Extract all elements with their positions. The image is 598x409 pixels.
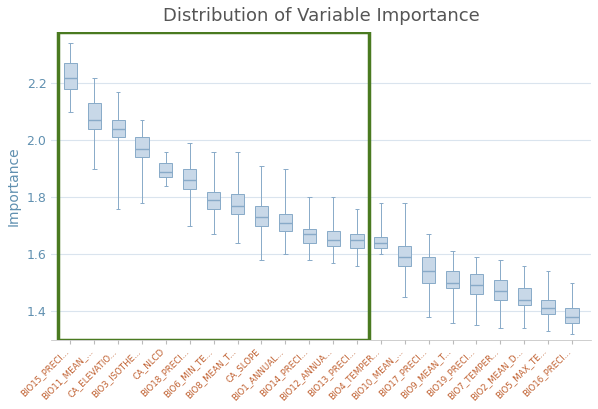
Bar (303, 229, 316, 243)
Bar (542, 300, 554, 314)
Bar (374, 237, 388, 249)
Bar (183, 169, 196, 189)
Bar (422, 257, 435, 283)
Bar (398, 246, 411, 265)
Bar (135, 137, 148, 157)
Bar (88, 103, 101, 129)
Bar (112, 120, 125, 137)
Bar (279, 214, 292, 231)
Bar (518, 288, 531, 306)
Bar (159, 163, 172, 177)
Bar (64, 63, 77, 89)
Bar (470, 274, 483, 294)
Bar (327, 231, 340, 246)
Bar (350, 234, 364, 249)
Title: Distribution of Variable Importance: Distribution of Variable Importance (163, 7, 480, 25)
Bar (207, 191, 220, 209)
Bar (565, 308, 578, 323)
Bar (494, 280, 507, 300)
Y-axis label: Importance: Importance (7, 146, 21, 226)
Bar (59, 32, 369, 339)
Bar (231, 194, 244, 214)
Bar (255, 206, 268, 226)
Bar (446, 271, 459, 288)
